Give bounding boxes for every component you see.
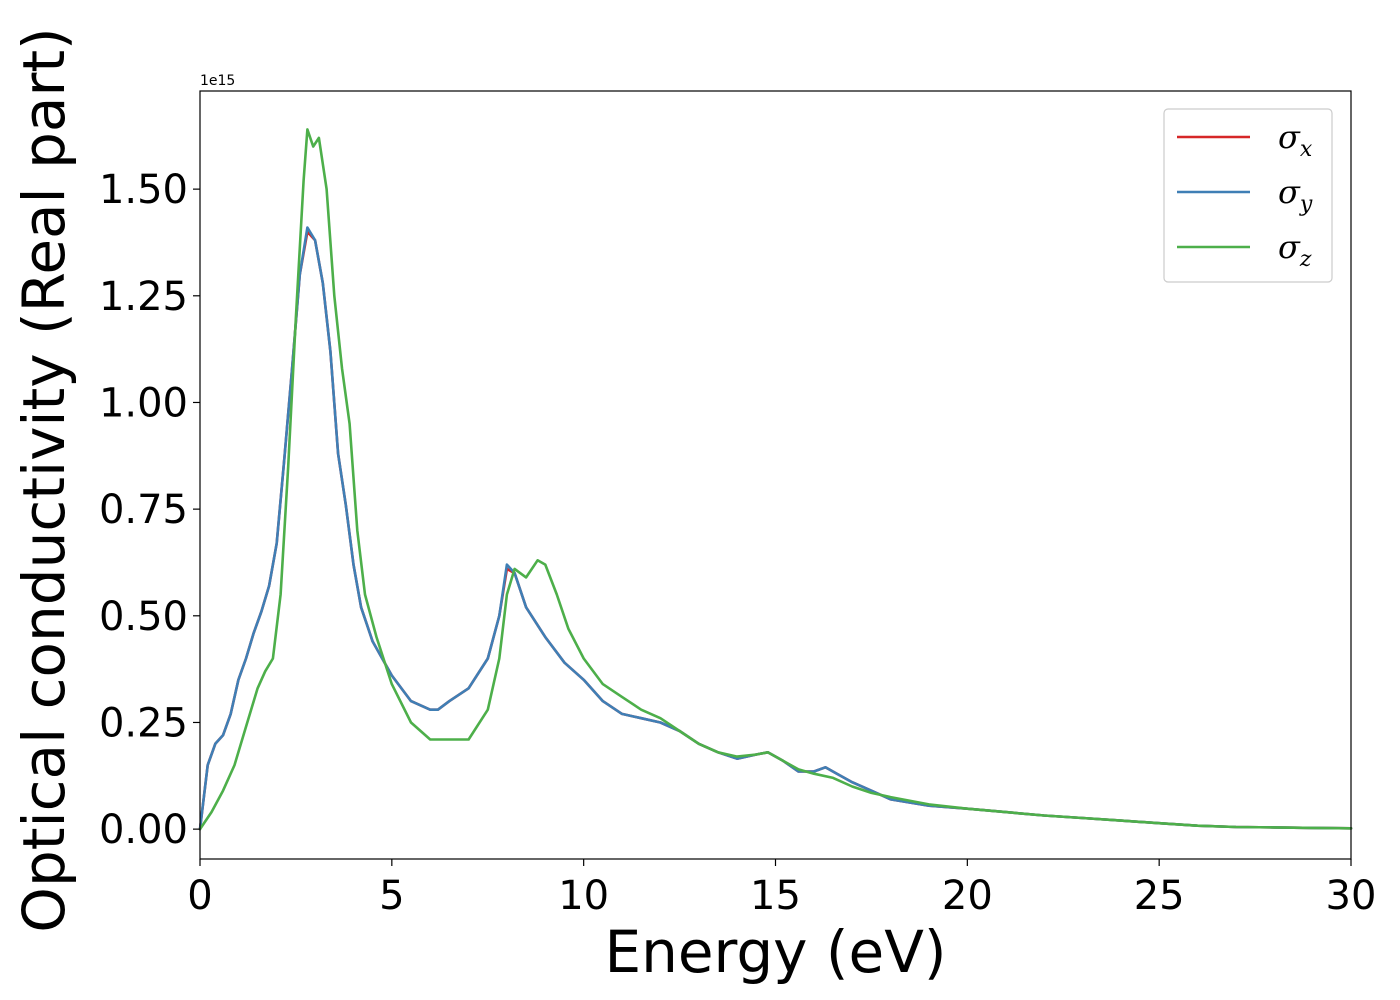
- x-tick-label: 0: [187, 873, 212, 919]
- x-tick-label: 15: [750, 873, 801, 919]
- y-tick-label: 1.25: [99, 274, 188, 320]
- legend-label-z: σz: [1278, 228, 1312, 272]
- y-tick-label: 0.50: [99, 594, 188, 640]
- legend: σx σy σz: [1163, 108, 1333, 283]
- x-tick-label: 10: [558, 873, 609, 919]
- legend-label-x: σx: [1278, 118, 1313, 162]
- y-axis-ticks: 0.00 0.25 0.50 0.75 1.00 1.25 1.50: [99, 167, 200, 853]
- x-tick-label: 20: [942, 873, 993, 919]
- y-axis-title: Optical conductivity (Real part): [10, 27, 78, 932]
- x-axis-ticks: 0 5 10 15 20 25 30: [187, 859, 1376, 919]
- x-tick-label: 30: [1326, 873, 1377, 919]
- series-line-0: [198, 230, 1353, 831]
- series-line-2: [198, 128, 1353, 831]
- legend-label-y: σy: [1278, 173, 1313, 217]
- x-axis-title: Energy (eV): [604, 918, 946, 986]
- legend-box: [1163, 108, 1333, 283]
- x-tick-label: 5: [379, 873, 404, 919]
- y-axis-offset-label: 1e15: [200, 73, 235, 89]
- x-tick-label: 25: [1134, 873, 1185, 919]
- y-tick-label: 1.00: [99, 380, 188, 426]
- series-layer: [198, 128, 1353, 831]
- y-tick-label: 1.50: [99, 167, 188, 213]
- y-tick-label: 0.00: [99, 807, 188, 853]
- y-tick-label: 0.25: [99, 700, 188, 746]
- y-tick-label: 0.75: [99, 487, 188, 533]
- series-line-1: [198, 226, 1353, 831]
